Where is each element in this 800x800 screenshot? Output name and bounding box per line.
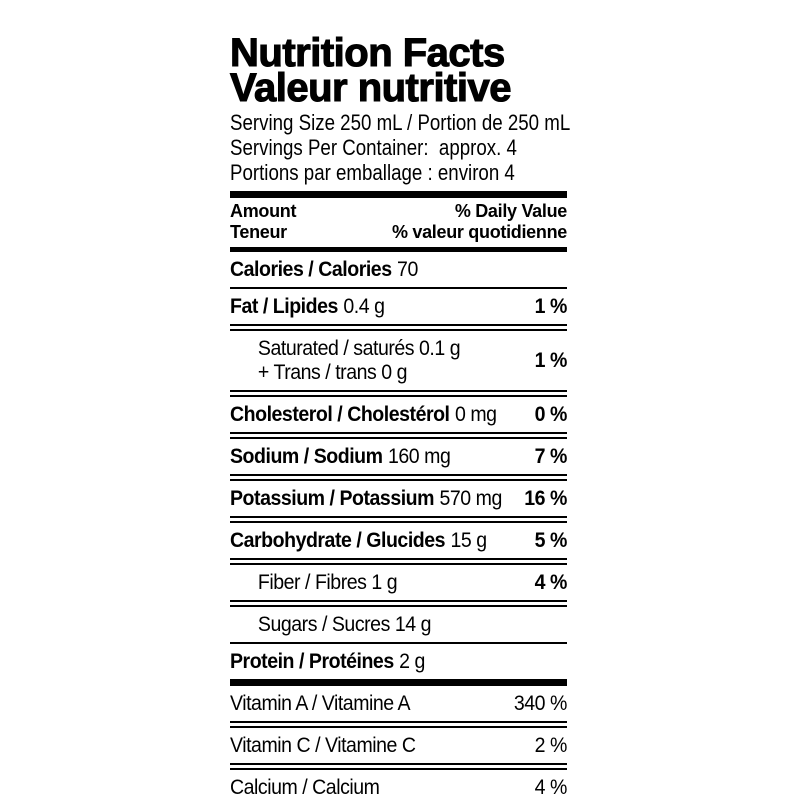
row-cholesterol: Cholesterol / Cholestérol 0 mg 0 % xyxy=(230,397,567,432)
header-row-english: Amount % Daily Value xyxy=(230,201,567,222)
divider-double xyxy=(230,516,567,523)
carbohydrate-label: Carbohydrate / Glucides 15 g xyxy=(230,529,487,552)
servings-per-container-line: Servings Per Container: approx. 4 xyxy=(230,135,517,160)
saturated-line: Saturated / saturés 0.1 g xyxy=(257,337,461,360)
sodium-label: Sodium / Sodium 160 mg xyxy=(230,445,451,468)
potassium-label: Potassium / Potassium 570 mg xyxy=(230,487,502,510)
row-protein: Protein / Protéines 2 g xyxy=(230,644,567,679)
calcium-label: Calcium / Calcium xyxy=(230,776,380,799)
cholesterol-label: Cholesterol / Cholestérol 0 mg xyxy=(230,403,497,426)
nutrition-facts-label: Nutrition Facts Valeur nutritive Serving… xyxy=(229,31,571,800)
row-potassium: Potassium / Potassium 570 mg 16 % xyxy=(230,481,567,516)
divider-double xyxy=(230,324,567,331)
sugars-label: Sugars / Sucres 14 g xyxy=(257,613,432,636)
fiber-daily-value: 4 % xyxy=(534,571,568,594)
thick-divider-bottom xyxy=(230,679,567,686)
amount-header-fr: Teneur xyxy=(230,222,287,242)
row-fat: Fat / Lipides 0.4 g 1 % xyxy=(230,289,567,324)
divider-double xyxy=(230,763,567,770)
vitamin-a-label: Vitamin A / Vitamine A xyxy=(230,692,411,715)
vitamin-a-daily-value: 340 % xyxy=(513,692,568,715)
fiber-label: Fiber / Fibres 1 g xyxy=(257,571,398,594)
divider-double xyxy=(230,721,567,728)
amount-header-en: Amount xyxy=(230,201,297,221)
divider-single xyxy=(230,642,567,644)
thick-divider-top xyxy=(230,191,567,198)
cholesterol-daily-value: 0 % xyxy=(534,403,568,426)
row-fiber: Fiber / Fibres 1 g 4 % xyxy=(230,565,567,600)
row-vitamin-a: Vitamin A / Vitamine A 340 % xyxy=(230,686,567,721)
title-french: Valeur nutritive xyxy=(229,66,512,110)
row-vitamin-c: Vitamin C / Vitamine C 2 % xyxy=(230,728,567,763)
row-saturated-trans: Saturated / saturés 0.1 g + Trans / tran… xyxy=(230,331,567,390)
calories-label: Calories / Calories 70 xyxy=(230,258,418,281)
protein-label: Protein / Protéines 2 g xyxy=(230,650,425,673)
divider-double xyxy=(230,432,567,439)
header-row-french: Teneur % valeur quotidienne xyxy=(230,222,567,243)
serving-info: Serving Size 250 mL / Portion de 250 mL … xyxy=(230,110,571,185)
trans-line: + Trans / trans 0 g xyxy=(257,361,408,384)
column-headers: Amount % Daily Value Teneur % valeur quo… xyxy=(230,198,567,247)
calories-value: 70 xyxy=(397,258,418,281)
row-sodium: Sodium / Sodium 160 mg 7 % xyxy=(230,439,567,474)
thick-divider-header xyxy=(230,247,567,252)
row-calories: Calories / Calories 70 xyxy=(230,252,567,287)
row-carbohydrate: Carbohydrate / Glucides 15 g 5 % xyxy=(230,523,567,558)
serving-size-line: Serving Size 250 mL / Portion de 250 mL xyxy=(230,110,571,135)
divider-single xyxy=(230,287,567,289)
vitamin-c-label: Vitamin C / Vitamine C xyxy=(230,734,416,757)
title-english: Nutrition Facts xyxy=(229,31,505,75)
row-calcium: Calcium / Calcium 4 % xyxy=(230,770,567,800)
daily-value-header-en: % Daily Value xyxy=(454,201,567,221)
fat-daily-value: 1 % xyxy=(534,295,568,318)
carbohydrate-daily-value: 5 % xyxy=(534,529,568,552)
potassium-daily-value: 16 % xyxy=(524,487,567,510)
saturated-trans-label: Saturated / saturés 0.1 g + Trans / tran… xyxy=(230,337,461,385)
daily-value-header-fr: % valeur quotidienne xyxy=(391,222,567,242)
saturated-trans-daily-value: 1 % xyxy=(534,349,568,372)
divider-double xyxy=(230,390,567,397)
divider-double xyxy=(230,474,567,481)
divider-double xyxy=(230,600,567,607)
vitamin-c-daily-value: 2 % xyxy=(534,734,568,757)
fat-label: Fat / Lipides 0.4 g xyxy=(230,295,385,318)
calcium-daily-value: 4 % xyxy=(534,776,568,799)
portions-par-emballage-line: Portions par emballage : environ 4 xyxy=(230,160,515,185)
row-sugars: Sugars / Sucres 14 g xyxy=(230,607,567,642)
sodium-daily-value: 7 % xyxy=(534,445,568,468)
divider-double xyxy=(230,558,567,565)
